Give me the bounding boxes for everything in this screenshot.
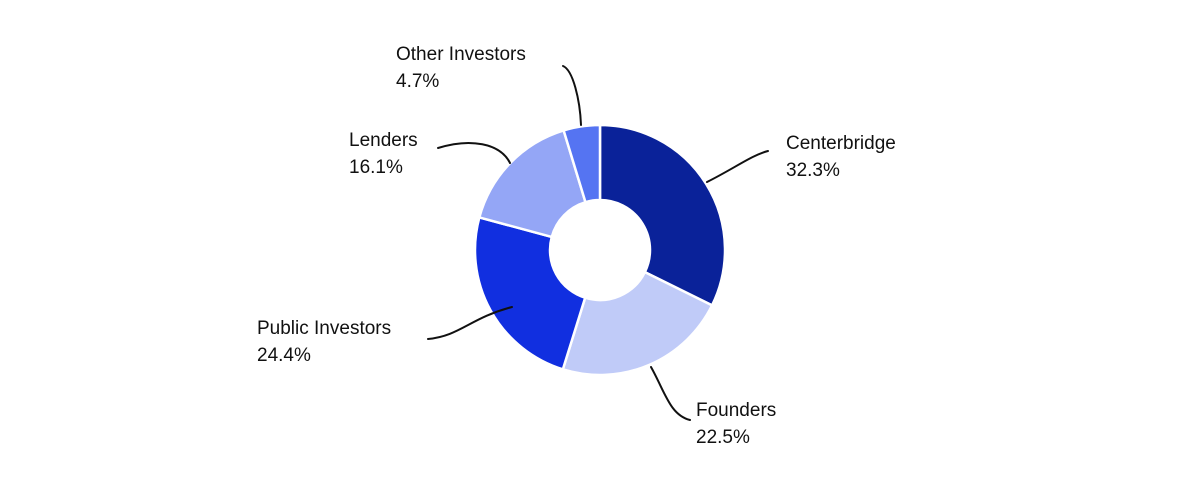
label-name-public-investors: Public Investors: [257, 318, 391, 339]
label-value-public-investors: 24.4%: [257, 345, 311, 366]
slices-layer: [473, 123, 727, 377]
labels-layer: Centerbridge 32.3% Founders 22.5% Public Inv…: [257, 44, 896, 448]
slice-other-investors: [562, 123, 602, 204]
slice-public-investors: [473, 216, 587, 371]
slice-lenders: [478, 129, 587, 239]
label-value-other-investors: 4.7%: [396, 71, 439, 92]
slice-founders: [561, 270, 714, 377]
leader-line-other-investors: [562, 65, 582, 126]
leader-line-lenders: [437, 142, 511, 164]
label-value-lenders: 16.1%: [349, 157, 403, 178]
label-value-founders: 22.5%: [696, 427, 750, 448]
leader-line-public-investors: [427, 306, 513, 340]
label-name-centerbridge: Centerbridge: [786, 133, 896, 154]
leader-line-founders: [650, 366, 691, 421]
label-value-centerbridge: 32.3%: [786, 160, 840, 181]
label-name-other-investors: Other Investors: [396, 44, 526, 65]
leader-lines-layer: [427, 65, 769, 421]
leader-line-centerbridge: [706, 150, 769, 183]
label-name-lenders: Lenders: [349, 130, 418, 151]
label-name-founders: Founders: [696, 400, 776, 421]
slice-centerbridge: [598, 123, 727, 307]
